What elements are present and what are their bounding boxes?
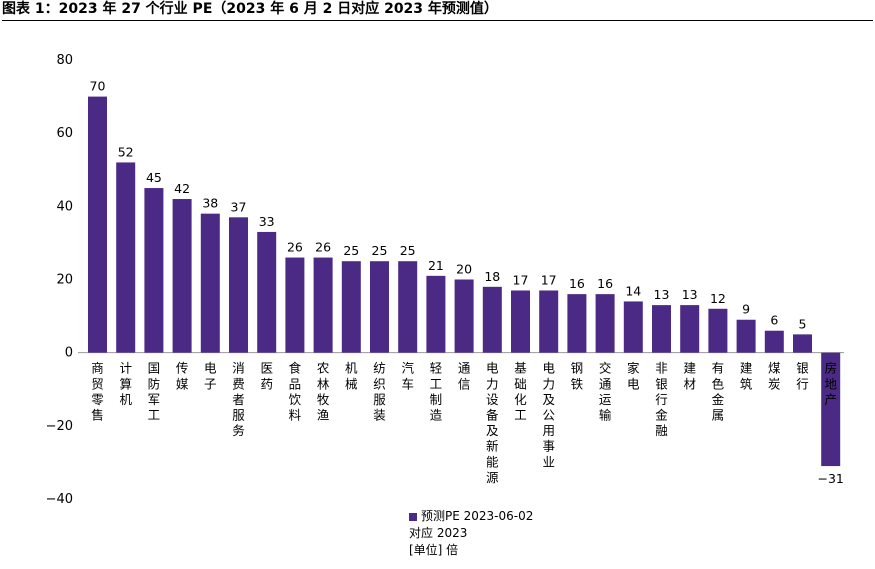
- bar: [341, 261, 361, 353]
- data-label: −31: [818, 471, 844, 486]
- data-label: 16: [597, 276, 613, 291]
- data-label: 13: [682, 287, 698, 302]
- category-label: 传媒: [176, 361, 189, 392]
- data-label: 26: [315, 240, 331, 255]
- data-label: 6: [770, 313, 778, 328]
- data-label: 17: [541, 272, 557, 287]
- bar: [88, 96, 107, 353]
- category-label: 轻工制造: [430, 361, 443, 423]
- bar: [229, 217, 248, 353]
- category-label: 国防军工: [148, 361, 161, 423]
- bar: [736, 319, 756, 353]
- data-label: 13: [654, 287, 670, 302]
- bar: [454, 279, 474, 353]
- bar: [708, 308, 728, 353]
- data-label: 12: [710, 291, 726, 306]
- bar: [482, 286, 502, 353]
- y-tick-label: 80: [56, 53, 73, 68]
- data-label: 25: [400, 243, 416, 258]
- bar: [680, 305, 700, 353]
- bar: [595, 294, 615, 353]
- category-label: 交通运输: [599, 361, 612, 423]
- data-label: 5: [799, 316, 807, 331]
- data-label: 37: [231, 199, 247, 214]
- category-label: 食品饮料: [289, 361, 302, 423]
- bar: [623, 301, 643, 353]
- bar: [116, 162, 136, 353]
- category-label: 有色金属: [712, 361, 725, 423]
- legend-series-label: 预测PE 2023-06-02: [421, 509, 534, 523]
- data-label: 26: [287, 240, 303, 255]
- category-label: 建筑: [740, 361, 753, 392]
- data-label: 38: [202, 196, 218, 211]
- category-label: 非银行金融: [655, 361, 668, 438]
- category-label: 计算机: [119, 361, 132, 407]
- data-label: 21: [428, 258, 444, 273]
- category-label: 医药: [260, 361, 273, 392]
- bar: [764, 330, 784, 353]
- data-label: 18: [484, 269, 500, 284]
- y-tick-label: 40: [56, 199, 73, 214]
- category-label: 电力设备及新能源: [486, 361, 499, 485]
- bar: [567, 294, 587, 353]
- category-label: 家电: [627, 361, 640, 392]
- data-label: 42: [174, 181, 190, 196]
- legend-unit: [单位] 倍: [409, 543, 459, 557]
- bar: [370, 261, 389, 353]
- bar: [793, 334, 812, 353]
- legend-subtitle: 对应 2023: [409, 526, 468, 540]
- bar: [313, 257, 333, 353]
- data-label: 25: [372, 243, 388, 258]
- bar: [426, 275, 446, 353]
- category-label: 煤炭: [768, 361, 781, 392]
- data-label: 33: [259, 214, 275, 229]
- category-label: 银行: [796, 361, 809, 392]
- category-label: 通信: [458, 361, 471, 392]
- data-label: 17: [513, 272, 529, 287]
- data-label: 45: [146, 170, 162, 185]
- legend-entry: 预测PE 2023-06-02: [409, 508, 533, 525]
- data-label: 70: [90, 79, 106, 94]
- category-label: 电力及公用事业: [542, 361, 555, 470]
- category-label: 电子: [204, 361, 217, 392]
- y-tick-label: 60: [56, 126, 73, 141]
- category-label: 汽车: [401, 361, 414, 392]
- category-label: 钢铁: [571, 361, 584, 392]
- bar: [398, 261, 418, 353]
- legend: 预测PE 2023-06-02 对应 2023 [单位] 倍: [409, 508, 533, 559]
- y-tick-label: 20: [56, 273, 73, 288]
- y-tick-label: −20: [46, 419, 73, 434]
- data-label: 16: [569, 276, 585, 291]
- bar: [821, 352, 841, 467]
- data-label: 20: [456, 262, 472, 277]
- bar: [257, 231, 277, 353]
- bar: [285, 257, 305, 353]
- bar: [200, 213, 220, 353]
- data-label: 9: [742, 302, 750, 317]
- bar: [144, 188, 164, 353]
- data-label: 25: [343, 243, 359, 258]
- bar: [539, 290, 559, 353]
- category-label: 机械: [345, 361, 358, 392]
- y-tick-label: 0: [65, 346, 73, 361]
- legend-swatch: [409, 512, 417, 521]
- data-label: 14: [625, 283, 641, 298]
- category-label: 消费者服务: [232, 361, 245, 438]
- category-label: 基础化工: [514, 361, 527, 423]
- bar: [652, 305, 671, 353]
- data-label: 52: [118, 144, 134, 159]
- category-label: 农林牧渔: [317, 361, 330, 423]
- category-label: 建材: [683, 361, 696, 392]
- y-tick-label: −40: [46, 492, 73, 507]
- category-label: 房地产: [824, 361, 837, 407]
- chart-title: 图表 1：2023 年 27 个行业 PE（2023 年 6 月 2 日对应 2…: [2, 0, 873, 21]
- category-label: 商贸零售: [91, 361, 104, 423]
- bar: [172, 199, 192, 353]
- category-label: 纺织服装: [373, 361, 386, 423]
- bar: [511, 290, 530, 353]
